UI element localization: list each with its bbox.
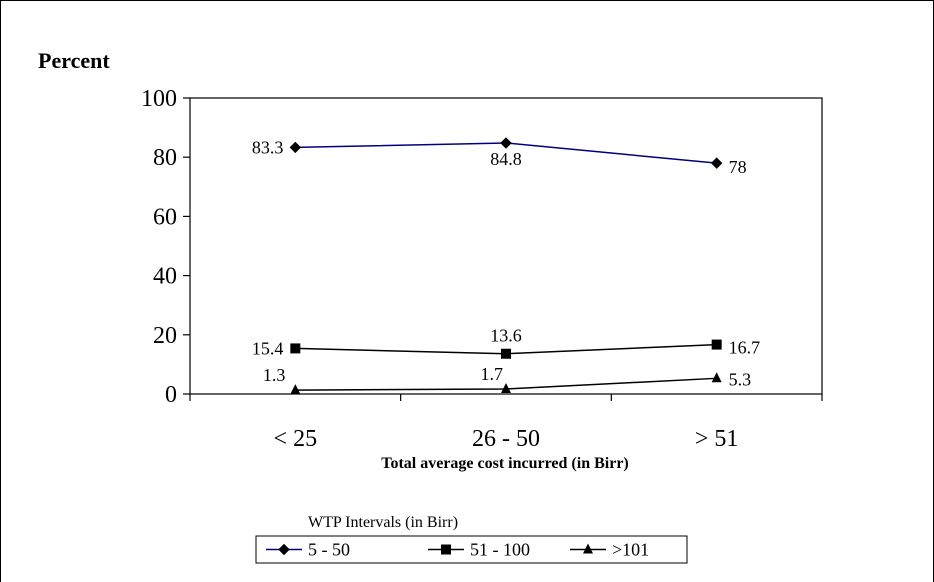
square-marker	[290, 343, 301, 354]
x-tick-label: < 25	[274, 426, 318, 452]
axes	[183, 97, 823, 401]
legend: 5 - 50 51 - 100 >101	[255, 535, 688, 564]
legend-title: WTP Intervals (in Birr)	[308, 514, 458, 531]
square-marker	[501, 348, 511, 359]
triangle-marker	[711, 372, 722, 383]
legend-label: 51 - 100	[470, 540, 530, 560]
y-tick-label: 60	[153, 204, 177, 230]
triangle-marker	[583, 543, 593, 554]
x-tick-label: > 51	[695, 426, 739, 452]
data-label: 78	[729, 157, 747, 177]
data-label: 1.7	[481, 364, 504, 384]
series-group	[289, 137, 723, 395]
data-label: 13.6	[490, 326, 522, 346]
x-tick-label: 26 - 50	[472, 426, 540, 452]
y-tick-label: 0	[165, 382, 177, 408]
triangle-marker	[501, 382, 511, 393]
plot-area	[189, 97, 823, 395]
data-label: 15.4	[252, 338, 284, 358]
x-axis-title: Total average cost incurred (in Birr)	[381, 455, 629, 472]
legend-label: >101	[612, 540, 649, 560]
data-labels: 83.3 84.8 78 15.4 13.6 16.7 1.3 1.7 5.3	[252, 137, 760, 389]
data-label: 84.8	[490, 149, 522, 169]
diamond-marker	[710, 157, 723, 169]
diamond-marker	[289, 141, 302, 154]
legend-box	[255, 535, 688, 564]
data-label: 1.3	[263, 365, 286, 385]
y-tick-label: 20	[153, 323, 177, 349]
diamond-marker	[500, 137, 512, 149]
data-label: 83.3	[252, 137, 284, 157]
legend-label: 5 - 50	[308, 540, 350, 560]
y-tick-label: 80	[153, 145, 177, 171]
square-marker	[441, 544, 451, 555]
y-tick-label: 100	[141, 86, 177, 112]
triangle-marker	[290, 384, 301, 395]
x-tick-labels: < 25 26 - 50 > 51	[274, 426, 739, 452]
y-tick-labels: 0 20 40 60 80 100	[141, 86, 177, 408]
square-marker	[711, 339, 722, 350]
y-axis-title: Percent	[38, 48, 110, 73]
diamond-marker	[278, 543, 290, 556]
data-label: 5.3	[729, 369, 752, 389]
data-label: 16.7	[729, 338, 761, 358]
y-tick-label: 40	[153, 264, 177, 290]
